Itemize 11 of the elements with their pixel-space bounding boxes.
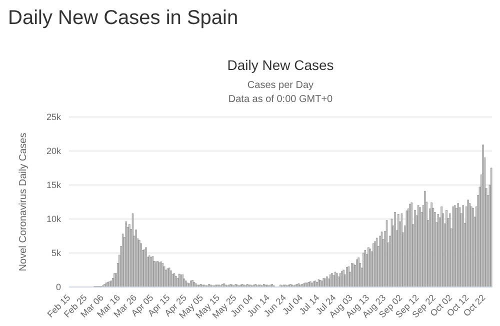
y-tick-label: 25k <box>46 112 62 122</box>
text: Data as of 0:00 GMT+0 <box>228 94 334 105</box>
chart-subtitle: Daily New Cases <box>227 57 334 73</box>
text: Cases per Day <box>247 80 314 91</box>
y-tick-label: 10k <box>46 214 62 224</box>
chart-title: Daily New Cases in Spain <box>8 7 238 29</box>
y-tick-label: 5k <box>51 248 62 258</box>
y-tick-label: 15k <box>46 180 62 190</box>
y-axis-title: Novel Coronavirus Daily Cases <box>18 132 29 272</box>
y-tick-label: 0 <box>56 282 61 292</box>
y-tick-label: 20k <box>46 146 62 156</box>
